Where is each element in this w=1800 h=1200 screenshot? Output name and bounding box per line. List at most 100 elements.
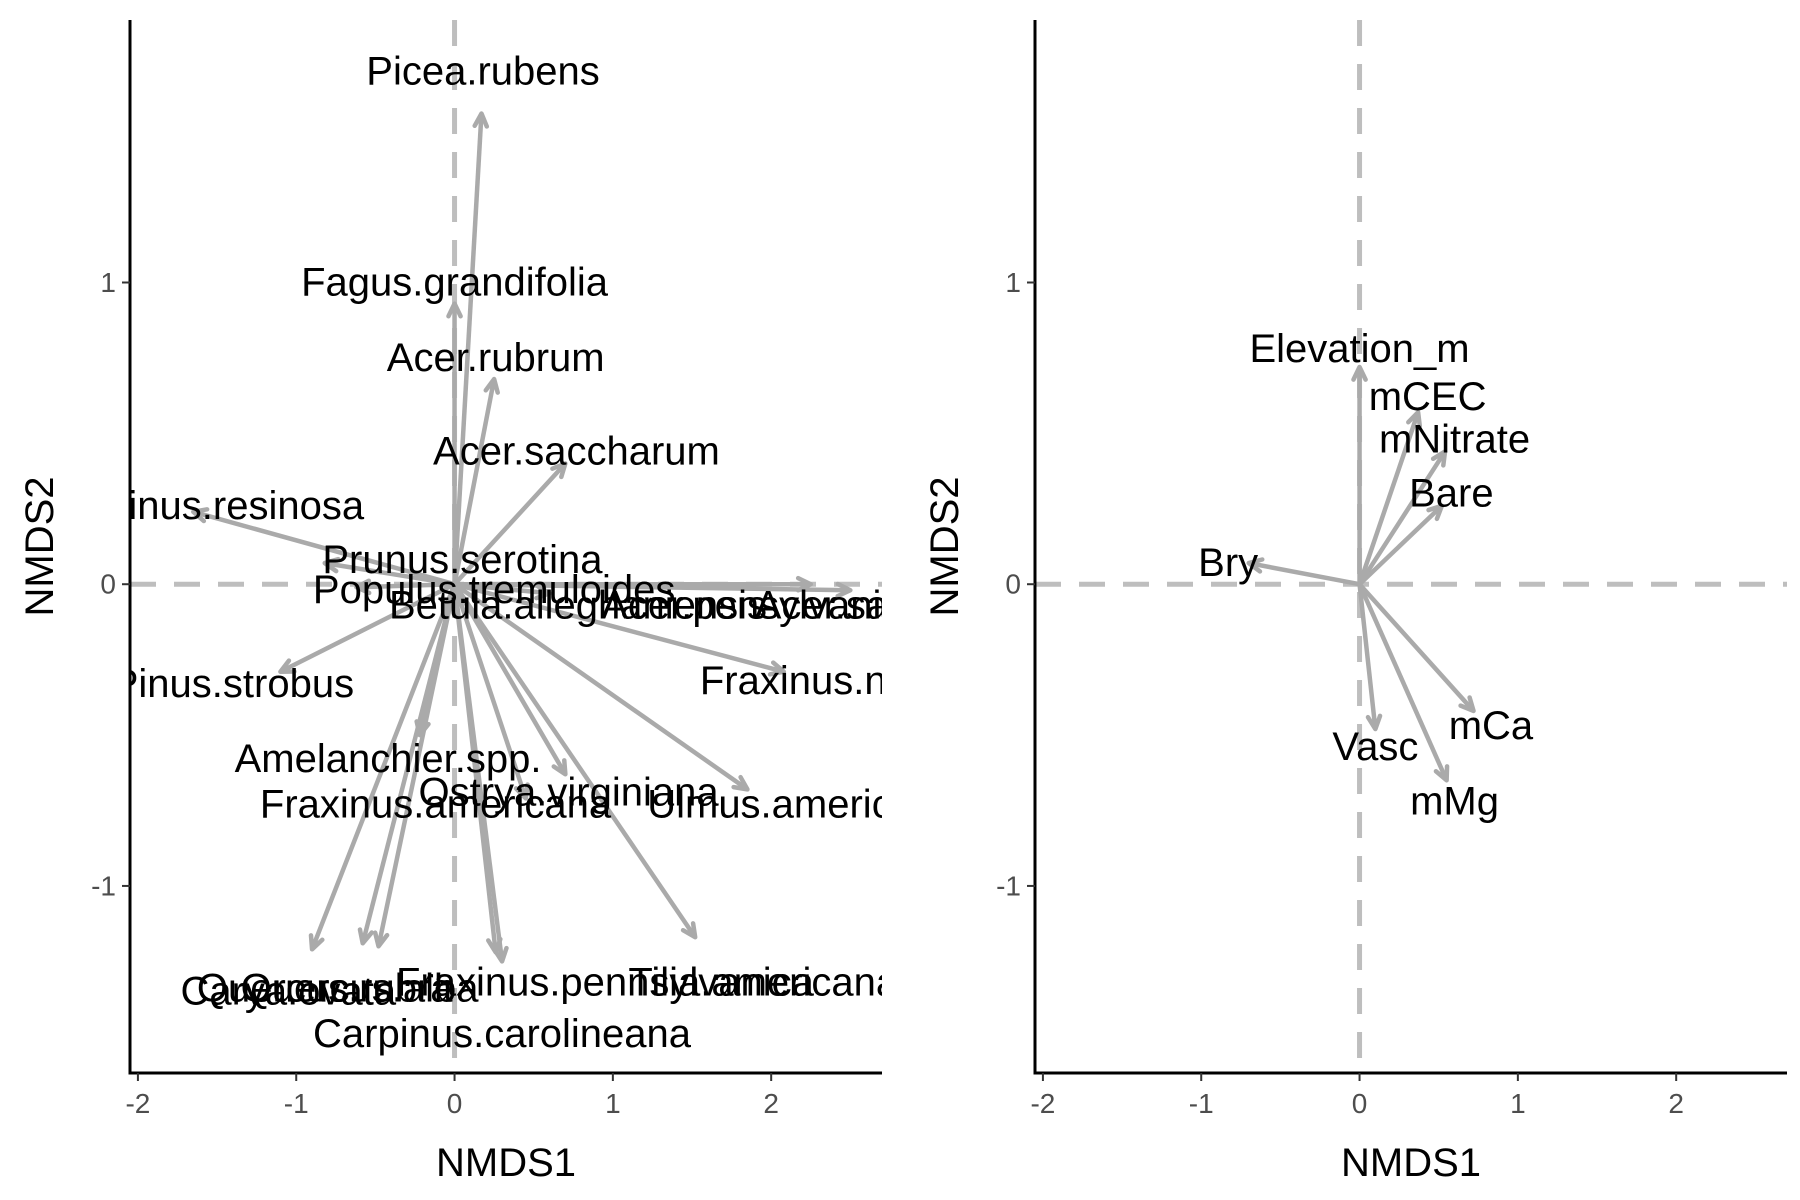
vector-arrow	[453, 582, 787, 677]
vector-label: Fagus.grandifolia	[301, 260, 609, 304]
vector-label: mCEC	[1369, 375, 1487, 419]
vector-arrow	[278, 582, 456, 674]
y-tick-label: -1	[91, 870, 116, 901]
vector-label: Amelanchier.spp.	[235, 737, 542, 781]
vector-label: Carpinus.carolineana	[313, 1012, 692, 1056]
vector-label: Quercus.alba	[241, 967, 480, 1011]
vector-shaft	[1357, 583, 1378, 730]
vector-arrow	[354, 578, 455, 596]
vector-label: Fraxinus.pennsylvanica	[396, 960, 815, 1004]
vector-label: Vasc	[1332, 725, 1418, 769]
arrow-head	[191, 507, 210, 524]
vector-arrow	[357, 583, 457, 946]
arrow-head	[731, 774, 750, 792]
arrow-head	[492, 945, 509, 964]
x-tick-label: -1	[284, 1088, 309, 1119]
arrow-head	[354, 578, 372, 596]
vector-shaft	[452, 462, 568, 586]
vector-label: Pinus.resinosa	[102, 484, 365, 528]
vector-shaft	[454, 581, 851, 593]
vector-label: mMg	[1410, 779, 1499, 823]
vector-shaft	[360, 583, 457, 944]
vector-shaft	[452, 582, 698, 939]
arrow-head	[483, 376, 500, 395]
arrow-head	[1351, 364, 1368, 382]
vector-shaft	[279, 582, 456, 674]
vector-arrow	[452, 461, 568, 586]
y-axis-title: NMDS2	[18, 476, 62, 616]
arrow-head	[550, 461, 568, 480]
y-tick-label: 0	[1005, 569, 1021, 600]
arrow-head	[835, 581, 853, 599]
vector-arrow	[1357, 409, 1423, 585]
x-tick-label: 0	[447, 1088, 463, 1119]
vector-arrow	[372, 583, 457, 949]
x-tick-label: 2	[1668, 1088, 1684, 1119]
vector-shaft	[192, 509, 456, 587]
arrow-head	[1246, 557, 1265, 574]
vector-shaft	[1357, 504, 1444, 586]
vector-label: mNitrate	[1379, 417, 1530, 461]
arrow-head	[322, 556, 341, 574]
vector-arrow	[1246, 557, 1360, 587]
y-tick-label: 1	[100, 267, 116, 298]
vector-label: Acer.saccharum	[433, 429, 720, 473]
vector-arrow	[453, 582, 750, 792]
x-tick-label: 2	[763, 1088, 779, 1119]
vector-label: Acer.rubrum	[387, 336, 605, 380]
vector-label: Fraxinus.americana	[260, 782, 612, 826]
x-axis-title: NMDS1	[1341, 1141, 1481, 1185]
vector-arrow	[446, 301, 463, 585]
x-tick-label: 0	[1352, 1088, 1368, 1119]
arrow-head	[1430, 449, 1448, 468]
arrow-head	[1426, 503, 1445, 522]
arrow-head	[534, 583, 552, 601]
x-tick-label: -2	[1030, 1088, 1055, 1119]
arrow-head	[1406, 409, 1423, 429]
vector-shaft	[452, 583, 528, 800]
arrow-head	[278, 658, 297, 674]
vector-arrow	[1357, 503, 1445, 586]
arrow-head	[357, 927, 374, 946]
vector-arrow	[308, 583, 457, 952]
y-tick-label: 0	[100, 569, 116, 600]
vector-arrow	[1357, 449, 1448, 586]
y-tick-label: 1	[1005, 267, 1021, 298]
vector-label: Elevation_m	[1249, 327, 1469, 371]
arrow-head	[513, 782, 530, 801]
vector-shaft	[453, 582, 785, 674]
x-axis-title: NMDS1	[436, 1141, 576, 1185]
panel-species: Picea.rubens Fagus.grandifolia Acer.rubrum…	[18, 20, 898, 1185]
y-axis-title: NMDS2	[923, 476, 967, 616]
vector-arrow	[452, 111, 490, 585]
vector-label: Picea.rubens	[366, 49, 599, 93]
vector-shaft	[1357, 583, 1449, 782]
vector-arrow	[452, 582, 698, 940]
arrow-head	[551, 758, 568, 777]
vector-arrow	[452, 583, 509, 964]
y-tick-label: -1	[996, 870, 1021, 901]
arrow-head	[446, 301, 463, 319]
arrow-head	[1458, 695, 1476, 714]
vector-label: Tilia.americana	[628, 960, 898, 1004]
vector-label: Quercus.rubra	[197, 967, 453, 1011]
vector-arrow	[1357, 583, 1450, 783]
arrow-head	[1365, 713, 1383, 732]
vector-shaft	[356, 581, 455, 590]
vector-label: Pinus.strobus	[112, 662, 354, 706]
vector-shaft	[1248, 560, 1360, 587]
arrow-head	[372, 930, 390, 949]
arrow-head	[308, 933, 325, 952]
vector-arrow	[1351, 364, 1368, 585]
vector-label: Carya.ovata	[180, 970, 396, 1014]
vector-arrow	[452, 376, 500, 585]
vector-arrow	[452, 583, 530, 801]
vector-shaft	[452, 583, 505, 962]
vector-label: Prunus.serotina	[322, 538, 603, 582]
vector-shaft	[309, 583, 457, 951]
x-tick-label: 1	[605, 1088, 621, 1119]
vector-label: Bare	[1409, 472, 1494, 516]
